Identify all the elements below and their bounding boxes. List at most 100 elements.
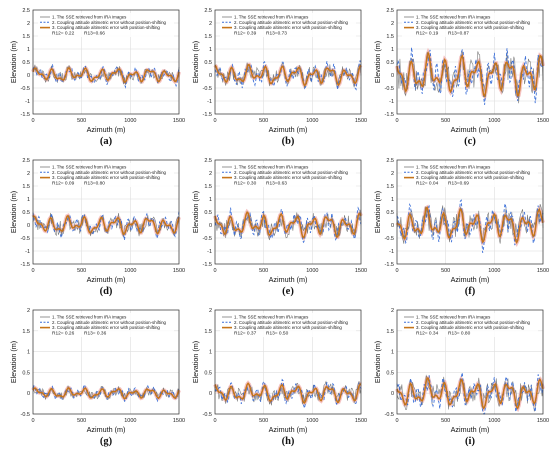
chart-panel-5: 0 500 1000 1500 -1.5 -1 -0.5 0 0.5 1 1.5 2 2.5 Azimut… — [191, 158, 367, 297]
x-tick-label: 0 — [395, 418, 398, 424]
legend-entry: 2. Coupling attitude altimetric error wi… — [52, 320, 167, 325]
legend-entry: 2. Coupling attitude altimetric error wi… — [416, 20, 531, 25]
legend-box — [38, 313, 174, 337]
legend-entry: 2. Coupling attitude altimetric error wi… — [416, 320, 531, 325]
r13-annotation: R13= 0.36 — [84, 331, 107, 337]
x-tick-label: 1000 — [306, 268, 318, 274]
panel-caption: (b) — [282, 136, 295, 147]
series-with-shift-line — [32, 66, 180, 83]
y-tick-label: 0 — [209, 73, 212, 79]
series-sse-line — [214, 380, 362, 406]
x-tick-label: 1500 — [355, 418, 367, 424]
panel-caption: (g) — [100, 436, 113, 447]
x-tick-label: 500 — [259, 268, 268, 274]
x-tick-label: 0 — [31, 118, 34, 124]
x-tick-label: 1000 — [124, 268, 136, 274]
y-tick-label: -1.5 — [385, 112, 394, 118]
y-tick-label: 0.5 — [22, 60, 30, 66]
x-tick-label: 0 — [395, 268, 398, 274]
r13-annotation: R13= 0.50 — [266, 331, 289, 337]
legend-entry: 1. The SSE retrieved from IRA images — [234, 15, 309, 20]
x-tick-label: 1000 — [488, 418, 500, 424]
y-tick-label: 1 — [209, 350, 212, 356]
panel-caption: (a) — [100, 136, 113, 147]
y-tick-label: -1 — [207, 249, 212, 255]
y-axis-label: Elevation (m) — [9, 191, 18, 233]
y-tick-label: -0.5 — [21, 412, 30, 418]
x-axis-label: Azimuth (m) — [451, 425, 490, 434]
y-tick-label: -0.5 — [203, 412, 212, 418]
y-tick-label: 1.5 — [22, 34, 30, 40]
legend-entry: 1. The SSE retrieved from IRA images — [52, 315, 127, 320]
axes-frame — [214, 159, 362, 265]
legend-entry: 1. The SSE retrieved from IRA images — [234, 315, 309, 320]
panel-caption: (f) — [465, 286, 476, 297]
panel-caption: (e) — [282, 286, 294, 297]
y-tick-label: 2 — [27, 171, 30, 177]
legend-entry: 1. The SSE retrieved from IRA images — [416, 165, 491, 170]
y-tick-label: 0 — [391, 73, 394, 79]
r12-annotation: R12= 0.26 — [52, 331, 75, 337]
axes-frame — [32, 9, 180, 115]
legend-box — [220, 313, 356, 337]
x-axis-label: Azimuth (m) — [269, 275, 308, 284]
chart-panel-3: 0 500 1000 1500 -1.5 -1 -0.5 0 0.5 1 1.5 2 2.5 Azimut… — [373, 8, 549, 147]
x-tick-label: 0 — [213, 118, 216, 124]
legend-box — [38, 163, 174, 187]
y-tick-label: 1.5 — [386, 184, 394, 190]
y-tick-label: -0.5 — [203, 86, 212, 92]
legend-entry: 2. Coupling attitude altimetric error wi… — [234, 320, 349, 325]
r13-annotation: R13=0.66 — [84, 31, 105, 37]
y-tick-label: 1.5 — [204, 34, 212, 40]
y-tick-label: 2 — [209, 308, 212, 314]
x-tick-label: 1000 — [488, 118, 500, 124]
y-tick-label: -0.5 — [385, 236, 394, 242]
y-tick-label: 0.5 — [204, 370, 212, 376]
x-tick-label: 0 — [213, 418, 216, 424]
y-tick-label: 0 — [27, 223, 30, 229]
y-tick-label: 2.5 — [386, 158, 394, 164]
panel-caption: (i) — [465, 436, 475, 447]
y-tick-label: 0 — [209, 391, 212, 397]
x-tick-label: 500 — [259, 118, 268, 124]
series-with-shift-line — [32, 387, 180, 400]
r12-annotation: R12= 0.04 — [416, 181, 439, 187]
x-tick-label: 500 — [441, 418, 450, 424]
legend-entry: 3. Coupling attitude altimetric error wi… — [52, 25, 160, 30]
x-tick-label: 1000 — [306, 118, 318, 124]
legend-entry: 1. The SSE retrieved from IRA images — [52, 15, 127, 20]
x-axis-label: Azimuth (m) — [87, 125, 126, 134]
series-without-shift-line — [396, 199, 544, 253]
x-axis-label: Azimuth (m) — [451, 275, 490, 284]
series-with-shift-line — [214, 63, 362, 87]
axes-frame — [396, 9, 544, 115]
legend-box — [402, 313, 538, 337]
legend-entry: 3. Coupling attitude altimetric error wi… — [234, 175, 342, 180]
y-tick-label: -1 — [25, 99, 30, 105]
y-axis-label: Elevation (m) — [9, 341, 18, 383]
y-tick-label: 0 — [27, 391, 30, 397]
panel-caption: (d) — [100, 286, 113, 297]
legend-box — [402, 163, 538, 187]
y-axis-label: Elevation (m) — [373, 191, 382, 233]
axes-frame — [396, 159, 544, 265]
y-tick-label: 1.5 — [386, 329, 394, 335]
x-tick-label: 1500 — [537, 118, 549, 124]
x-tick-label: 1500 — [173, 418, 185, 424]
x-tick-label: 1000 — [306, 418, 318, 424]
x-tick-label: 500 — [77, 418, 86, 424]
y-tick-label: 0 — [27, 73, 30, 79]
x-axis-label: Azimuth (m) — [451, 125, 490, 134]
x-tick-label: 500 — [259, 418, 268, 424]
r13-annotation: R13=0.63 — [266, 181, 287, 187]
y-tick-label: 0 — [391, 391, 394, 397]
axes-frame — [214, 9, 362, 115]
x-tick-label: 0 — [213, 268, 216, 274]
x-tick-label: 1500 — [355, 118, 367, 124]
series-without-shift-line — [214, 378, 362, 410]
r13-annotation: R13=0.69 — [448, 181, 469, 187]
y-tick-label: 1 — [27, 350, 30, 356]
